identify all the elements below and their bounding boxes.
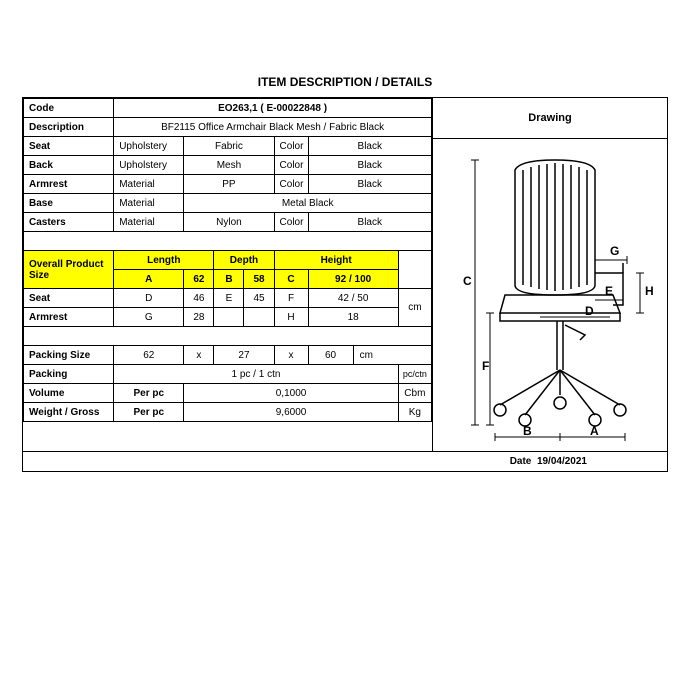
pack-unit: cm <box>353 346 431 365</box>
label-material2: Material <box>114 194 184 213</box>
date-label: Date <box>510 456 532 467</box>
unit-cbm: Cbm <box>398 384 431 403</box>
label-base: Base <box>24 194 114 213</box>
weight-val: 9,6000 <box>184 403 398 422</box>
spec-sheet: Code EO263,1 ( E-00022848 ) Description … <box>22 97 668 472</box>
date-value: 19/04/2021 <box>537 456 587 467</box>
label-color2: Color <box>274 156 308 175</box>
chair-drawing-icon: C F G H E D A B <box>445 145 655 445</box>
pack-b: 27 <box>214 346 274 365</box>
armrest-material: PP <box>184 175 274 194</box>
spec-table: Code EO263,1 ( E-00022848 ) Description … <box>23 98 432 422</box>
label-height: Height <box>274 251 398 270</box>
dim-A-label: A <box>114 270 184 289</box>
label-packingsize: Packing Size <box>24 346 114 365</box>
chair-label-F: F <box>482 359 489 373</box>
dim-D-label: D <box>114 289 184 308</box>
label-weight: Weight / Gross <box>24 403 114 422</box>
pack-x2: x <box>274 346 308 365</box>
label-seat: Seat <box>24 137 114 156</box>
pack-x1: x <box>184 346 214 365</box>
dim-C: 92 / 100 <box>308 270 398 289</box>
label-casters: Casters <box>24 213 114 232</box>
unit-cm: cm <box>398 289 431 327</box>
label-material3: Material <box>114 213 184 232</box>
blank2 <box>244 308 274 327</box>
dim-F-label: F <box>274 289 308 308</box>
chair-label-D: D <box>585 304 594 318</box>
label-material: Material <box>114 175 184 194</box>
unit-kg: Kg <box>398 403 431 422</box>
chair-label-A: A <box>590 424 599 438</box>
seat-color: Black <box>308 137 431 156</box>
dim-G-label: G <box>114 308 184 327</box>
dim-H-label: H <box>274 308 308 327</box>
spec-table-container: Code EO263,1 ( E-00022848 ) Description … <box>23 98 433 451</box>
label-upholstery: Upholstery <box>114 137 184 156</box>
volume-val: 0,1000 <box>184 384 398 403</box>
dim-C-label: C <box>274 270 308 289</box>
volume-perpc: Per pc <box>114 384 184 403</box>
label-armrest2: Armrest <box>24 308 114 327</box>
value-description: BF2115 Office Armchair Black Mesh / Fabr… <box>114 118 432 137</box>
seat-upholstery: Fabric <box>184 137 274 156</box>
label-overall: Overall Product Size <box>24 251 114 289</box>
label-volume: Volume <box>24 384 114 403</box>
back-upholstery: Mesh <box>184 156 274 175</box>
chair-label-G: G <box>610 244 619 258</box>
drawing-header: Drawing <box>433 98 667 139</box>
blank-unit <box>398 251 431 289</box>
dim-G: 28 <box>184 308 214 327</box>
label-seat2: Seat <box>24 289 114 308</box>
label-code: Code <box>24 99 114 118</box>
label-depth: Depth <box>214 251 274 270</box>
packing-val: 1 pc / 1 ctn <box>114 365 399 384</box>
chair-label-C: C <box>463 274 472 288</box>
label-armrest: Armrest <box>24 175 114 194</box>
label-color3: Color <box>274 175 308 194</box>
dim-A: 62 <box>184 270 214 289</box>
chair-label-E: E <box>605 284 613 298</box>
weight-perpc: Per pc <box>114 403 184 422</box>
unit-pcctn: pc/ctn <box>398 365 431 384</box>
dim-D: 46 <box>184 289 214 308</box>
value-code: EO263,1 ( E-00022848 ) <box>114 99 432 118</box>
chair-label-H: H <box>645 284 654 298</box>
casters-color: Black <box>308 213 431 232</box>
casters-material: Nylon <box>184 213 274 232</box>
back-color: Black <box>308 156 431 175</box>
label-packing: Packing <box>24 365 114 384</box>
armrest-color: Black <box>308 175 431 194</box>
page-title: ITEM DESCRIPTION / DETAILS <box>22 75 668 89</box>
dim-E: 45 <box>244 289 274 308</box>
base-material: Metal Black <box>184 194 432 213</box>
blank1 <box>214 308 244 327</box>
label-back: Back <box>24 156 114 175</box>
label-description: Description <box>24 118 114 137</box>
label-length: Length <box>114 251 214 270</box>
chair-label-B: B <box>523 424 532 438</box>
footer-date: Date 19/04/2021 <box>23 452 667 471</box>
dim-B-label: B <box>214 270 244 289</box>
drawing-body: C F G H E D A B <box>433 139 667 451</box>
label-color: Color <box>274 137 308 156</box>
dim-F: 42 / 50 <box>308 289 398 308</box>
dim-E-label: E <box>214 289 244 308</box>
dim-B: 58 <box>244 270 274 289</box>
dim-H: 18 <box>308 308 398 327</box>
pack-c: 60 <box>308 346 353 365</box>
label-upholstery2: Upholstery <box>114 156 184 175</box>
label-color4: Color <box>274 213 308 232</box>
pack-a: 62 <box>114 346 184 365</box>
